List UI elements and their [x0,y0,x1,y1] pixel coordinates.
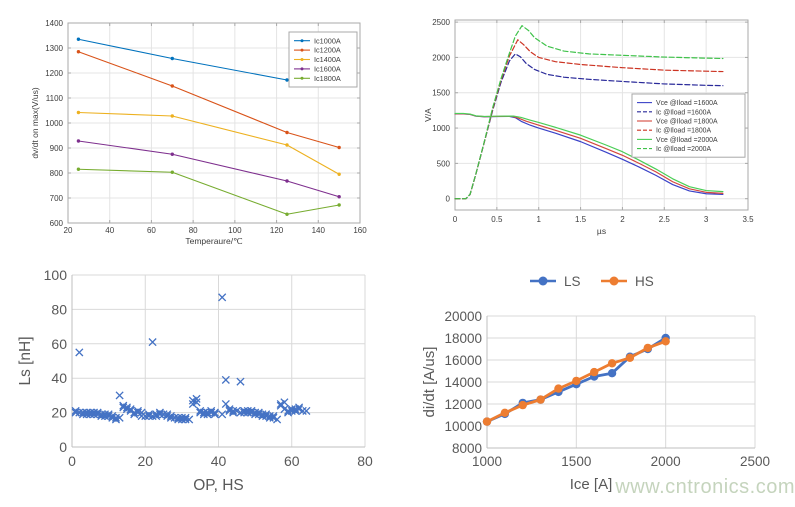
svg-text:1300: 1300 [45,44,63,53]
svg-text:2500: 2500 [432,18,450,27]
svg-text:Ls [nH]: Ls [nH] [17,336,34,385]
chart-didt-vs-ice: 1000 1500 2000 2500 8000 10000 12000 14000 16000… [420,260,795,500]
svg-text:100: 100 [228,226,242,235]
svg-text:500: 500 [437,159,451,168]
svg-text:di/dt [A/us]: di/dt [A/us] [421,347,438,418]
svg-text:700: 700 [50,194,64,203]
svg-text:Ic1400A: Ic1400A [314,55,341,64]
svg-text:0.5: 0.5 [491,215,503,224]
svg-text:60: 60 [147,226,156,235]
svg-text:Ic1000A: Ic1000A [314,36,341,45]
svg-text:2500: 2500 [740,454,770,469]
svg-text:µs: µs [597,226,606,236]
svg-text:1500: 1500 [561,454,591,469]
svg-text:Ic1800A: Ic1800A [314,74,341,83]
svg-text:20: 20 [137,453,153,469]
svg-text:0: 0 [453,215,458,224]
svg-text:20000: 20000 [444,309,482,324]
svg-text:1.5: 1.5 [575,215,587,224]
svg-text:0: 0 [59,439,67,455]
svg-text:Vce @Iload =1600A: Vce @Iload =1600A [656,100,718,107]
chart-svg-switching: 0 0.5 1 1.5 2 2.5 3 3.5 0 500 1000 1500 2000 2500 µs V/… [423,18,754,236]
svg-text:14000: 14000 [444,375,482,390]
svg-text:2000: 2000 [651,454,681,469]
svg-text:0: 0 [446,195,451,204]
svg-text:HS: HS [635,274,654,289]
svg-text:16000: 16000 [444,353,482,368]
svg-text:20: 20 [51,405,67,421]
svg-text:1100: 1100 [46,94,64,103]
svg-text:Ic @Iload =1600A: Ic @Iload =1600A [656,109,711,116]
svg-text:60: 60 [284,453,300,469]
svg-text:1000: 1000 [432,124,450,133]
svg-text:60: 60 [51,336,67,352]
svg-text:Vce @Iload =2000A: Vce @Iload =2000A [656,137,718,144]
chart-switching-waveforms: 0 0.5 1 1.5 2 2.5 3 3.5 0 500 1000 1500 2000 2500 µs V/… [420,5,795,250]
svg-text:1200: 1200 [45,69,63,78]
svg-text:1000: 1000 [45,119,63,128]
svg-text:1000: 1000 [472,454,502,469]
svg-text:LS: LS [564,274,581,289]
svg-text:160: 160 [353,226,367,235]
svg-text:8000: 8000 [452,441,482,456]
svg-text:100: 100 [44,267,68,283]
svg-text:3: 3 [704,215,709,224]
svg-text:0: 0 [68,453,76,469]
watermark: www.cntronics.com [615,476,795,498]
svg-text:40: 40 [51,370,67,386]
svg-text:Ic @Iload =1800A: Ic @Iload =1800A [656,128,711,135]
svg-text:1500: 1500 [432,89,450,98]
svg-text:1: 1 [536,215,541,224]
svg-text:600: 600 [50,219,64,228]
svg-text:80: 80 [189,226,198,235]
svg-text:120: 120 [270,226,284,235]
svg-text:800: 800 [50,169,64,178]
svg-text:12000: 12000 [444,397,482,412]
chart-svg-dvdt: 20 40 60 80 100 120 140 160 600 700 800 900 1000 1100… [30,19,367,246]
svg-text:dv/dt on max(V/us): dv/dt on max(V/us) [30,87,40,159]
svg-text:Ic1200A: Ic1200A [314,46,341,55]
svg-text:Ice [A]: Ice [A] [570,476,613,493]
svg-text:20: 20 [64,226,73,235]
svg-text:Vce @Iload =1800A: Vce @Iload =1800A [656,118,718,125]
svg-text:Ic1600A: Ic1600A [314,65,341,74]
svg-text:2000: 2000 [432,53,450,62]
svg-text:80: 80 [51,301,67,317]
svg-text:Ic @Iload =2000A: Ic @Iload =2000A [656,146,711,153]
svg-text:40: 40 [211,453,227,469]
svg-text:140: 140 [312,226,326,235]
svg-text:V/A: V/A [423,108,433,122]
svg-text:1400: 1400 [45,19,63,28]
svg-text:80: 80 [357,453,373,469]
svg-text:40: 40 [105,226,114,235]
chart-svg-didt: 1000 1500 2000 2500 8000 10000 12000 14000 16000… [421,274,770,493]
svg-text:10000: 10000 [444,419,482,434]
svg-text:900: 900 [50,144,64,153]
chart-ls-scatter: 0 20 40 60 80 0 20 40 60 80 100 OP, HS Ls [nH] [10,255,395,505]
svg-text:OP, HS: OP, HS [193,477,244,494]
svg-text:3.5: 3.5 [742,215,754,224]
svg-text:Temperaure/℃: Temperaure/℃ [185,236,243,246]
svg-text:18000: 18000 [444,331,482,346]
svg-text:2.5: 2.5 [659,215,671,224]
chart-dvdt-vs-temperature: 20 40 60 80 100 120 140 160 600 700 800 900 1000 1100… [30,5,390,250]
chart-svg-ls-scatter: 0 20 40 60 80 0 20 40 60 80 100 OP, HS Ls [nH] [17,267,373,494]
svg-text:2: 2 [620,215,625,224]
